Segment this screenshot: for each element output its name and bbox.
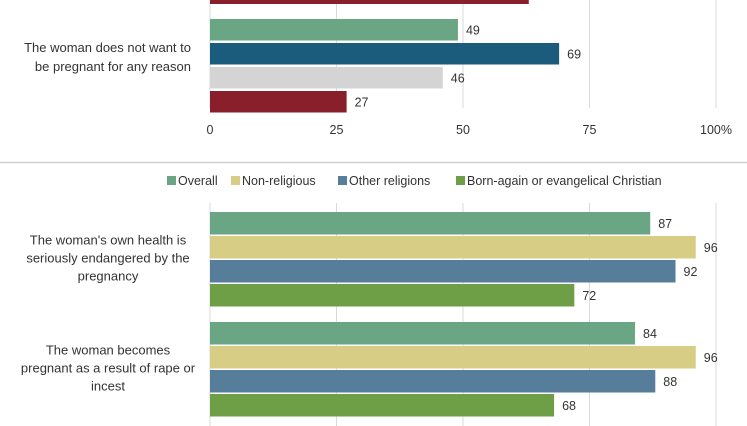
x-tick-label-25: 25: [330, 123, 344, 137]
data-label-top-series-3: 46: [451, 71, 465, 85]
category-label-bottom-1: The woman's own health is seriously endan…: [26, 233, 189, 284]
legend-swatch-non-religious: [231, 176, 240, 185]
data-label-other-religions-cat-2: 88: [663, 375, 677, 389]
bar-born-again-or-evangelical-christian-cat-2: [210, 394, 555, 417]
data-label-top-series-4: 27: [355, 95, 369, 109]
legend-label-overall: Overall: [178, 174, 218, 188]
legend-label-non-religious: Non-religious: [242, 174, 316, 188]
top-chart-bars: 49 69 46 27: [210, 0, 581, 113]
legend-swatch-born-again-or-evangelical-christian: [456, 176, 465, 185]
legend-label-born-again-or-evangelical-christian: Born-again or evangelical Christian: [467, 174, 662, 188]
x-tick-label-100: 100%: [700, 123, 732, 137]
top-chart-x-ticks: 0 25 50 75 100%: [207, 123, 732, 137]
x-tick-label-0: 0: [207, 123, 214, 137]
data-label-non-religious-cat-2: 96: [704, 351, 718, 365]
legend-swatch-other-religions: [338, 176, 347, 185]
data-label-other-religions-cat-1: 92: [684, 265, 698, 279]
x-tick-label-50: 50: [456, 123, 470, 137]
bottom-chart-category-labels: The woman's own health is seriously endan…: [21, 233, 196, 394]
bar-overall-cat-1: [210, 212, 651, 235]
data-label-overall-cat-2: 84: [643, 327, 657, 341]
category-label-top: The woman does not want to be pregnant fo…: [24, 40, 191, 74]
bottom-chart-bars: 87 96 92 72 84 96 88 68: [210, 212, 718, 417]
bar-top-series-4: [210, 91, 347, 113]
bar-born-again-or-evangelical-christian-cat-1: [210, 284, 575, 307]
legend-swatch-overall: [167, 176, 176, 185]
top-chart-category-labels: The woman does not want to be pregnant fo…: [24, 40, 191, 74]
data-label-born-again-or-evangelical-christian-cat-1: 72: [582, 289, 596, 303]
bar-non-religious-cat-1: [210, 236, 696, 259]
data-label-non-religious-cat-1: 96: [704, 241, 718, 255]
data-label-born-again-or-evangelical-christian-cat-2: 68: [562, 399, 576, 413]
legend: Overall Non-religious Other religions Born-…: [167, 174, 662, 188]
bar-non-religious-cat-2: [210, 346, 696, 369]
data-label-top-series-2: 69: [567, 47, 581, 61]
data-label-top-series-1: 49: [466, 23, 480, 37]
bar-top-series-3: [210, 67, 443, 89]
data-label-overall-cat-1: 87: [658, 217, 672, 231]
legend-label-other-religions: Other religions: [349, 174, 430, 188]
bar-top-series-2: [210, 43, 560, 65]
bar-cutoff-previous-category: [210, 0, 529, 4]
bar-top-series-1: [210, 19, 458, 41]
x-tick-label-75: 75: [583, 123, 597, 137]
bar-other-religions-cat-1: [210, 260, 676, 283]
bar-overall-cat-2: [210, 322, 636, 345]
bar-other-religions-cat-2: [210, 370, 656, 393]
category-label-bottom-2: The woman becomes pregnant as a result of…: [21, 343, 196, 394]
